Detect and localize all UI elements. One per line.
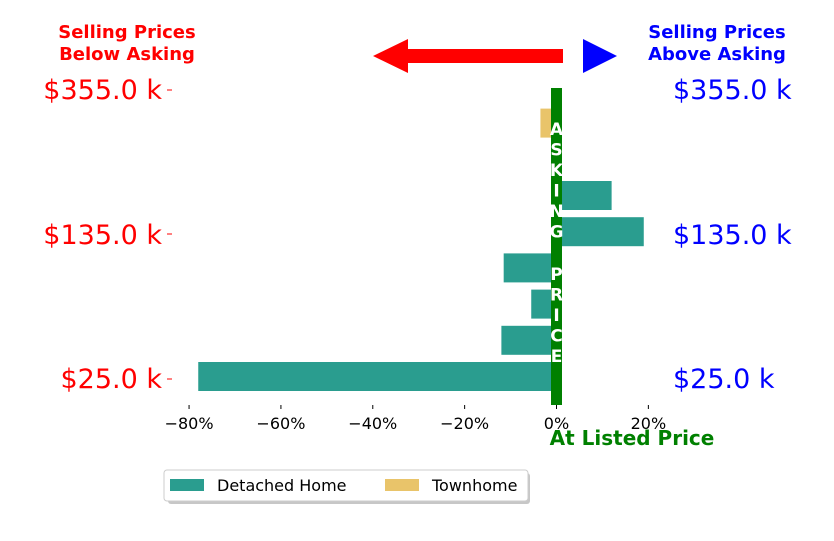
bar-detached-home-2 [501, 325, 557, 355]
right-arrow-icon [583, 39, 617, 73]
right-price-label-25k: $25.0 k [673, 364, 775, 395]
x-tick-label: −80% [165, 414, 214, 433]
asking-letter: S [550, 141, 562, 161]
left-arrow-icon [373, 39, 563, 73]
legend-label-townhome: Townhome [431, 476, 517, 495]
bar-detached-home-1 [198, 362, 557, 391]
bar-detached-home-6 [556, 181, 612, 210]
bars-group [198, 108, 644, 391]
x-tick-label: −20% [440, 414, 489, 433]
asking-letter: K [550, 161, 564, 181]
legend: Detached Home Townhome [163, 469, 530, 504]
x-tick-label: −40% [348, 414, 397, 433]
price-letter: C [550, 327, 562, 347]
legend-swatch-townhome [385, 479, 419, 491]
right-price-label-135k: $135.0 k [673, 220, 792, 251]
at-listed-price-label: At Listed Price [550, 426, 715, 450]
legend-swatch-detached [170, 479, 204, 491]
price-letter: R [550, 286, 563, 306]
left-price-label-25k: $25.0 k [60, 364, 162, 395]
right-price-label-355k: $355.0 k [673, 75, 792, 106]
asking-letter: A [550, 120, 564, 140]
asking-price-band [551, 88, 562, 405]
price-letter: E [551, 347, 563, 367]
left-price-label-355k: $355.0 k [43, 75, 162, 106]
x-tick-label: −60% [256, 414, 305, 433]
price-letter: I [553, 306, 559, 326]
legend-label-detached: Detached Home [217, 476, 347, 495]
bar-detached-home-4 [503, 253, 557, 283]
x-tick-label: 20% [631, 414, 667, 433]
asking-letter: N [549, 202, 563, 222]
above-asking-label-line1: Selling Prices [648, 22, 785, 43]
left-price-label-135k: $135.0 k [43, 220, 162, 251]
above-asking-label-line2: Above Asking [648, 44, 786, 65]
x-ticks-group: −80% −60% −40% −20% 0% 20% [165, 405, 667, 433]
bar-detached-home-5 [556, 217, 644, 247]
below-asking-label-line1: Selling Prices [58, 22, 195, 43]
x-tick-label: 0% [544, 414, 569, 433]
below-asking-label-line2: Below Asking [59, 44, 195, 65]
price-letter: P [550, 265, 562, 285]
asking-letter: G [550, 223, 564, 243]
asking-letter: I [553, 182, 559, 202]
